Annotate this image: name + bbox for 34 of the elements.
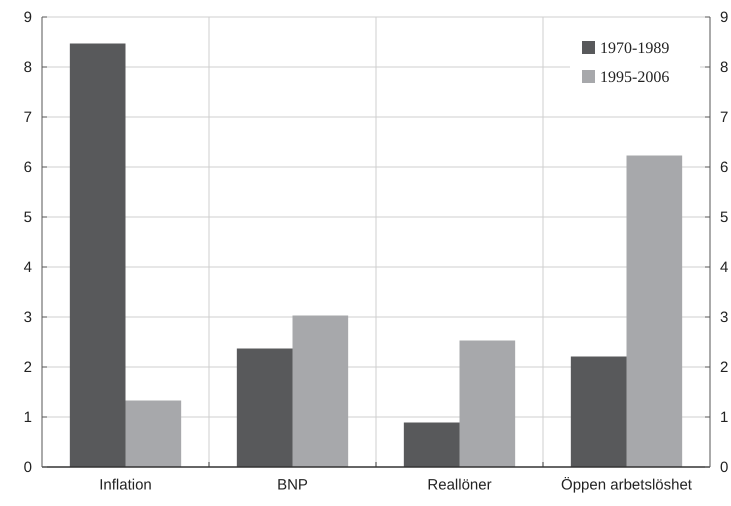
y-tick-label: 9 — [24, 8, 32, 26]
y-tick-label: 6 — [24, 158, 32, 176]
bar — [70, 44, 126, 467]
bar — [126, 400, 182, 467]
y-tick-label: 0 — [24, 458, 32, 476]
y2-tick-label: 1 — [720, 408, 728, 426]
x-tick-label: Reallöner — [427, 476, 492, 494]
y2-tick-label: 2 — [720, 358, 728, 376]
y2-tick-label: 0 — [720, 458, 728, 476]
y2-tick-label: 7 — [720, 108, 728, 126]
y2-tick-label: 4 — [720, 258, 728, 276]
y2-tick-label: 5 — [720, 208, 728, 226]
y2-tick-label: 6 — [720, 158, 728, 176]
legend-label: 1970-1989 — [600, 40, 670, 57]
y-tick-label: 3 — [24, 308, 32, 326]
x-tick-label: Inflation — [99, 476, 152, 494]
y2-tick-label: 8 — [720, 58, 728, 76]
y2-tick-label: 3 — [720, 308, 728, 326]
y-tick-label: 1 — [24, 408, 32, 426]
y-tick-label: 4 — [24, 258, 32, 276]
y2-tick-label: 9 — [720, 8, 728, 26]
y-tick-label: 7 — [24, 108, 32, 126]
bar — [626, 156, 682, 467]
bar — [460, 340, 516, 467]
bar — [236, 348, 292, 467]
x-tick-label: Öppen arbetslöshet — [561, 476, 693, 494]
y-tick-label: 2 — [24, 358, 32, 376]
y-tick-label: 5 — [24, 208, 32, 226]
bar — [292, 316, 348, 467]
x-tick-label: BNP — [277, 476, 308, 494]
legend-label: 1995-2006 — [600, 69, 670, 86]
y-tick-label: 8 — [24, 58, 32, 76]
bar — [570, 356, 626, 467]
bar — [404, 422, 460, 467]
